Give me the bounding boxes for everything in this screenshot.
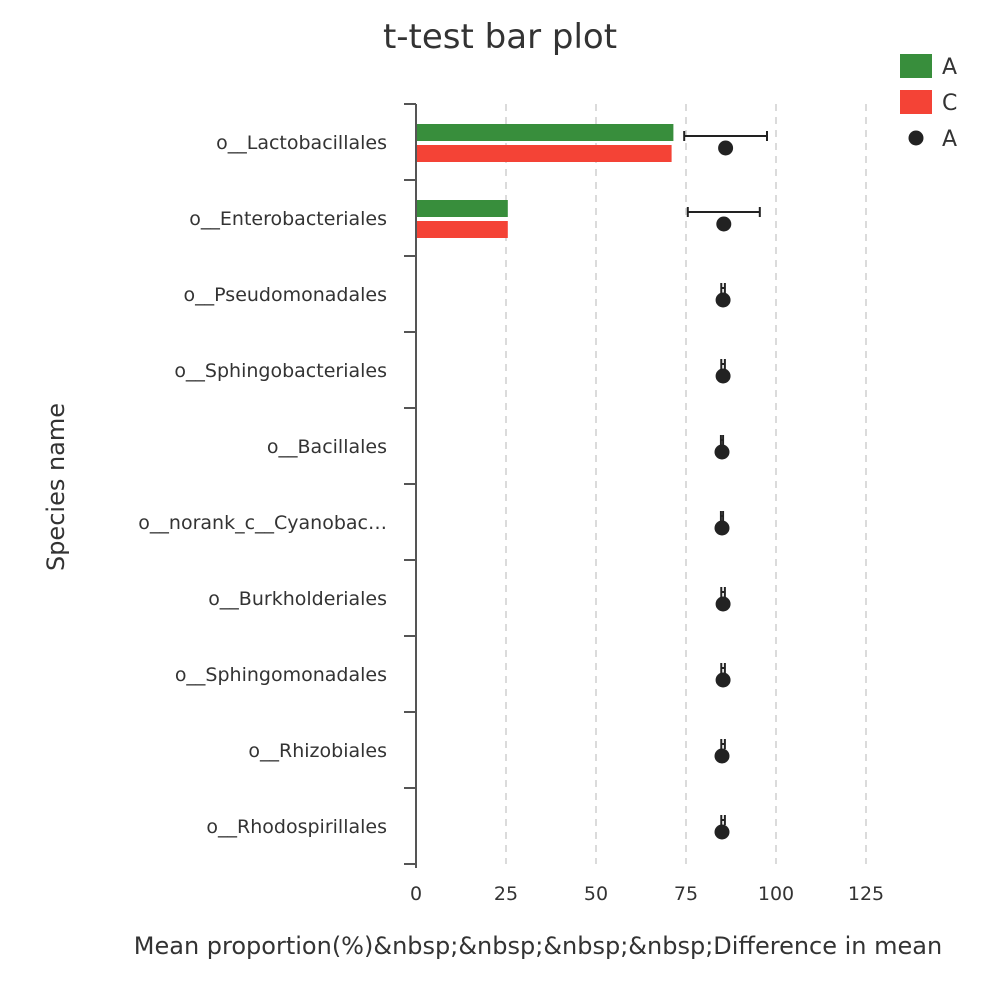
bar-c-0 [417, 145, 672, 162]
legend-marker-2 [908, 130, 924, 146]
x-tick-labels: 0 25 50 75 100 125 [410, 883, 884, 905]
x-axis-label: Mean proportion(%)&nbsp;&nbsp;&nbsp;&nbs… [134, 932, 942, 960]
category-label: o__Sphingomonadales [175, 664, 387, 686]
difference-point-0 [718, 140, 734, 156]
difference-point-3 [715, 368, 731, 384]
x-tick-label-0: 0 [410, 883, 422, 905]
grid-lines [505, 104, 867, 864]
y-ticks [404, 103, 416, 865]
difference-point-5 [714, 520, 730, 536]
bar-a-0 [417, 124, 674, 141]
legend-label-1: C [942, 91, 957, 116]
category-label: o__norank_c__Cyanobac… [138, 512, 387, 534]
bar-c-1 [417, 221, 508, 238]
difference-point-7 [715, 672, 731, 688]
x-tick-label-100: 100 [758, 883, 794, 905]
x-tick-label-75: 75 [674, 883, 698, 905]
category-label: o__Bacillales [267, 436, 387, 458]
category-label: o__Lactobacillales [216, 132, 387, 154]
y-axis-label: Species name [42, 403, 70, 571]
legend-label-2: A [942, 127, 957, 152]
difference-points [683, 131, 768, 840]
category-label: o__Pseudomonadales [184, 284, 387, 306]
legend-swatch-1 [900, 90, 932, 114]
category-label: o__Burkholderiales [208, 588, 387, 610]
difference-point-9 [714, 824, 730, 840]
category-label: o__Enterobacteriales [189, 208, 387, 230]
category-label: o__Rhizobiales [248, 740, 387, 762]
category-labels: o__Lactobacillales o__Enterobacteriales o_… [138, 132, 387, 838]
x-tick-label-25: 25 [494, 883, 518, 905]
x-tick-label-50: 50 [584, 883, 608, 905]
difference-point-2 [715, 292, 731, 308]
category-label: o__Rhodospirillales [206, 816, 387, 838]
chart-title: t-test bar plot [383, 17, 617, 57]
legend: ACA [900, 54, 957, 152]
bars [417, 124, 674, 238]
legend-label-0: A [942, 55, 957, 80]
category-label: o__Sphingobacteriales [174, 360, 387, 382]
difference-point-4 [714, 444, 730, 460]
x-tick-label-125: 125 [848, 883, 884, 905]
legend-swatch-0 [900, 54, 932, 78]
difference-point-8 [714, 748, 730, 764]
bar-a-1 [417, 200, 508, 217]
difference-point-1 [716, 216, 732, 232]
difference-point-6 [715, 596, 731, 612]
